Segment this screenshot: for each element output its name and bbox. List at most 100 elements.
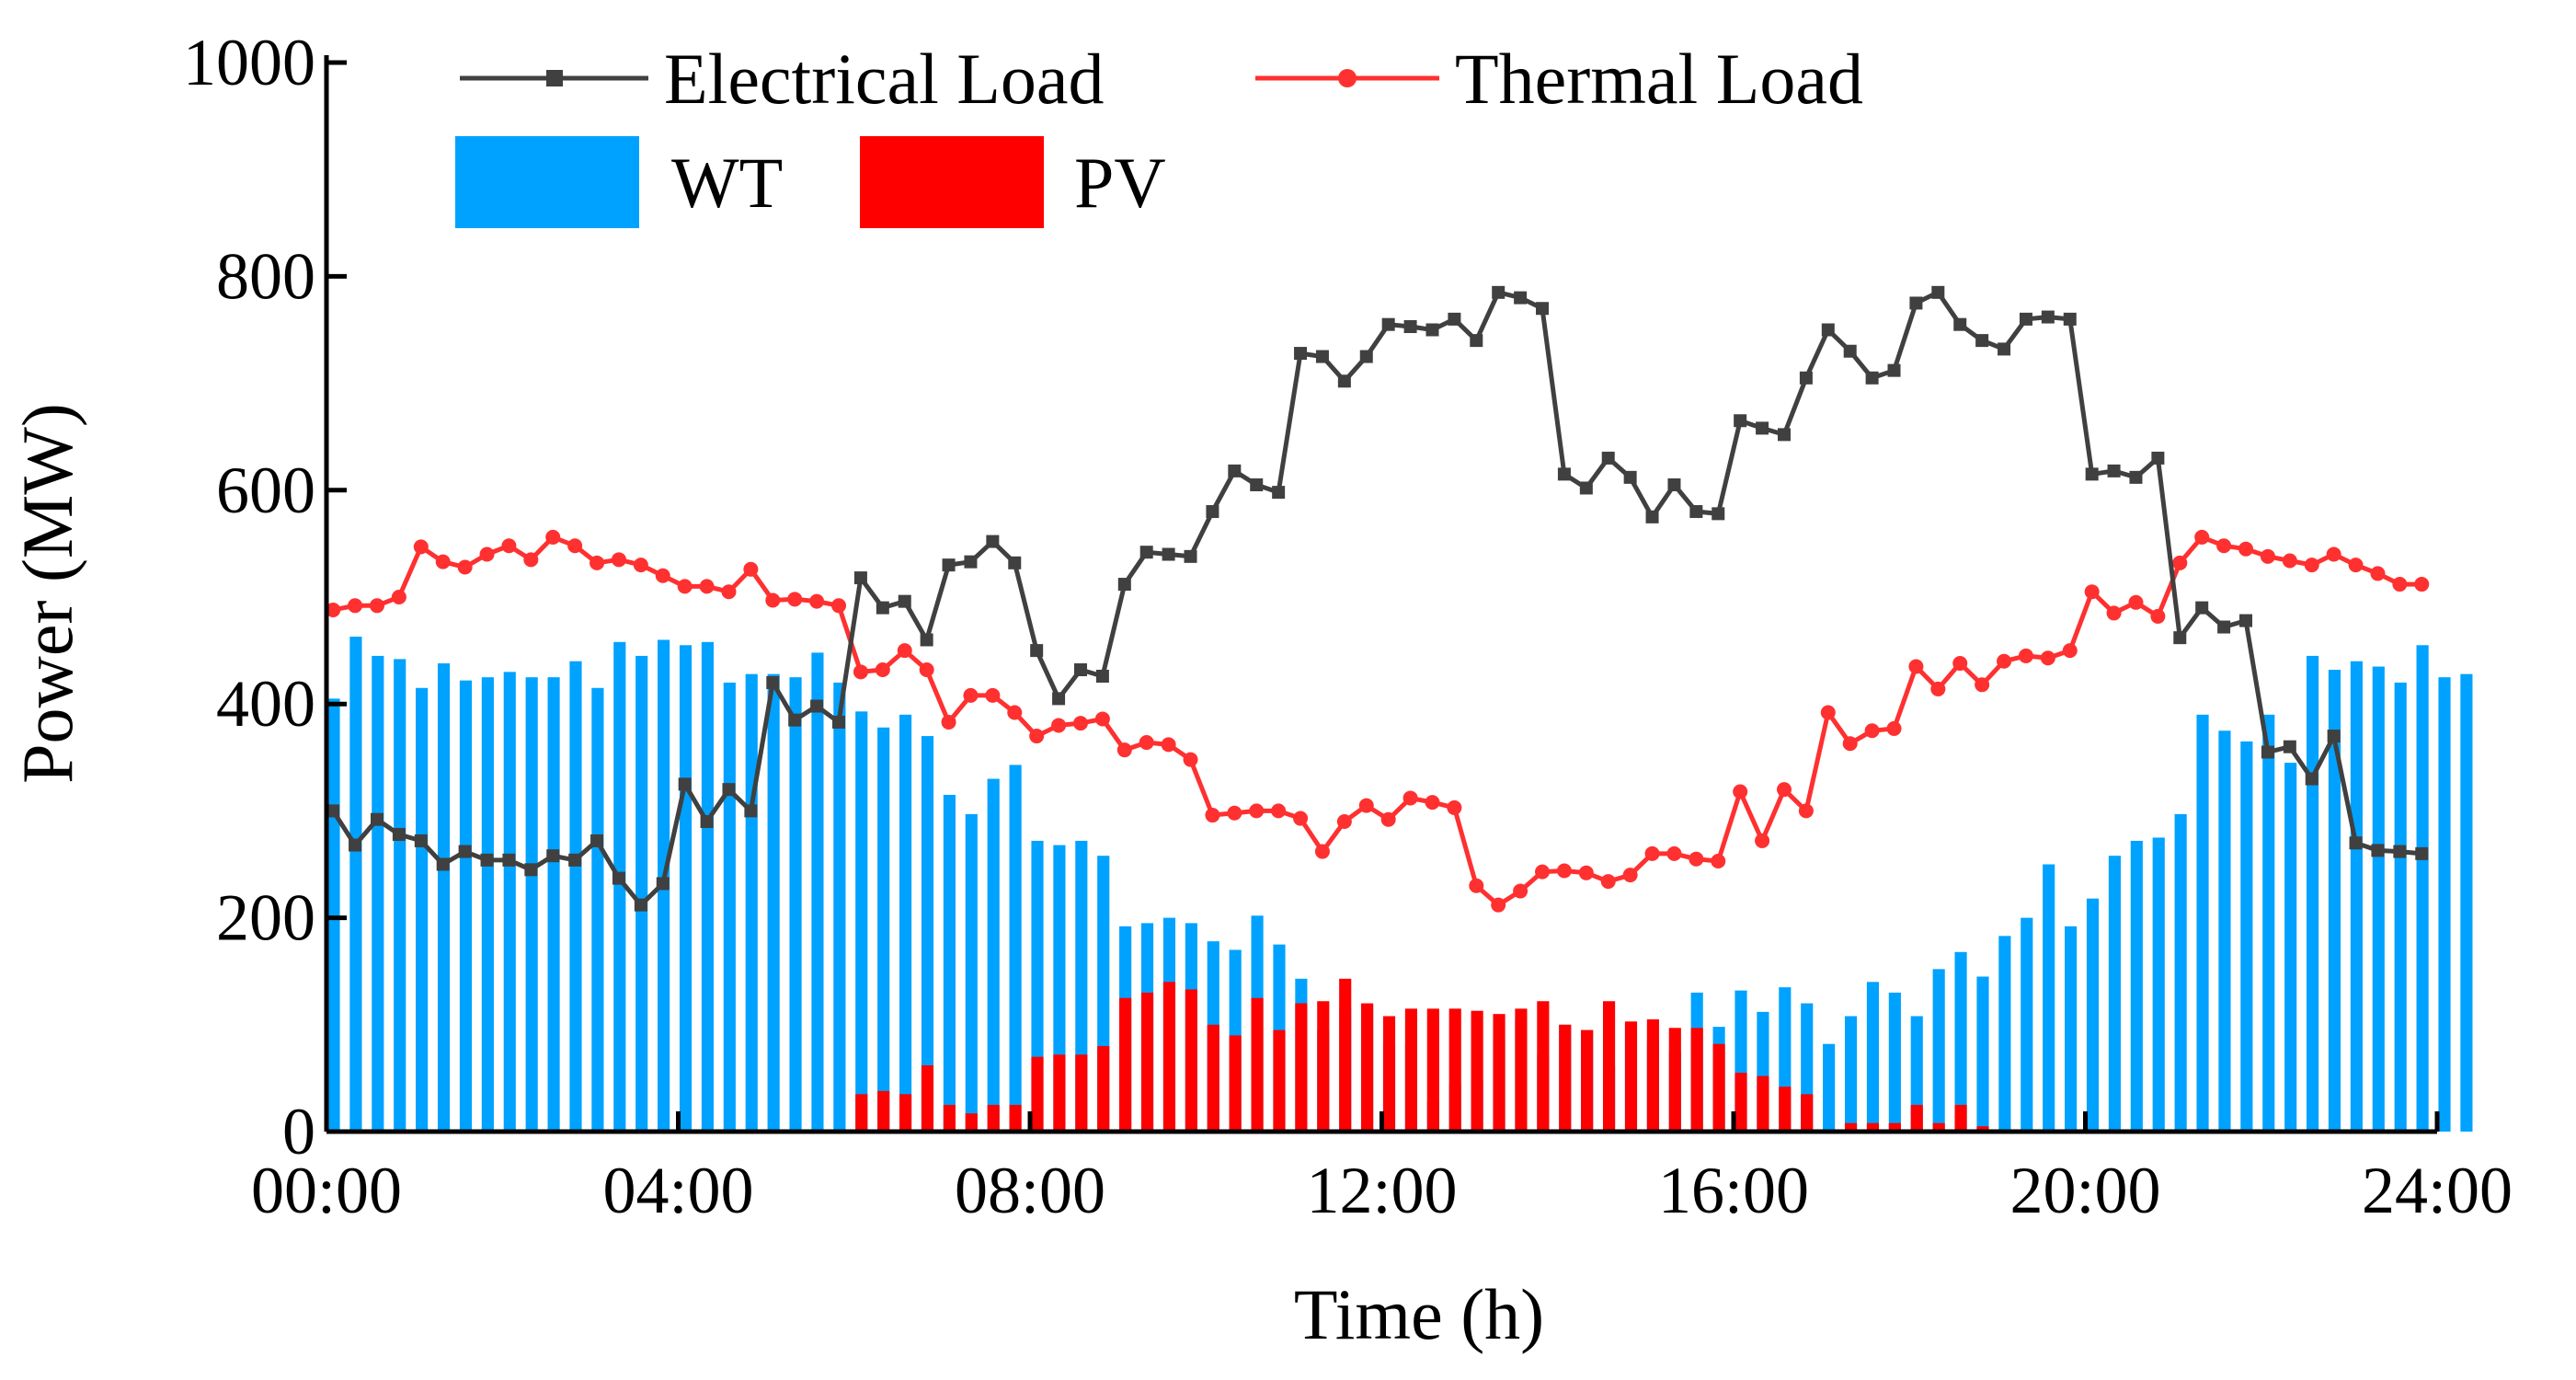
pv-bar <box>1624 1021 1638 1132</box>
wt-bar <box>2196 714 2209 1132</box>
legend-item-electrical-load: Electrical Load <box>460 39 1105 119</box>
electrical-load-point <box>920 633 933 647</box>
thermal-load-point <box>1402 790 1418 806</box>
pv-bar <box>1866 1122 1880 1132</box>
thermal-load-point <box>919 662 934 678</box>
thermal-load-point <box>590 555 605 570</box>
thermal-load-point <box>1007 705 1023 720</box>
thermal-load-point <box>1161 737 1176 753</box>
pv-bar <box>1779 1087 1792 1132</box>
electrical-load-point <box>502 853 516 867</box>
electrical-load-point <box>2063 312 2077 326</box>
legend-label-pv: PV <box>1074 143 1166 223</box>
pv-bar <box>1382 1016 1396 1132</box>
wt-bar <box>569 661 582 1132</box>
electrical-load-point <box>1008 556 1022 569</box>
electrical-load-point <box>480 853 494 867</box>
pv-bar <box>1185 989 1197 1132</box>
thermal-load-point <box>677 579 693 594</box>
thermal-load-point <box>1908 659 1924 674</box>
electrical-load-point <box>1689 505 1703 519</box>
electrical-load-point <box>1448 312 1461 326</box>
pv-bar <box>1602 1001 1616 1132</box>
y-tick-label: 0 <box>282 1095 315 1168</box>
wt-bar <box>987 778 1000 1132</box>
thermal-load-point <box>1733 784 1748 799</box>
thermal-load-point <box>413 539 429 555</box>
thermal-load-point <box>963 687 979 703</box>
electrical-load-point <box>1579 481 1593 495</box>
electrical-load-point <box>1184 549 1197 563</box>
wt-bar <box>2460 673 2473 1132</box>
thermal-load-point <box>1864 723 1880 739</box>
y-tick-label: 200 <box>216 881 315 955</box>
pv-bar <box>1361 1003 1374 1132</box>
pv-bar <box>1317 1001 1330 1132</box>
wt-bar <box>1932 969 1945 1132</box>
thermal-load-point <box>721 584 737 600</box>
electrical-load-point <box>1623 470 1637 484</box>
electrical-load-point <box>1821 323 1835 337</box>
wt-bar <box>2394 682 2407 1132</box>
thermal-load-point <box>479 546 495 562</box>
pv-bar <box>1932 1122 1945 1132</box>
x-tick-label: 24:00 <box>2362 1154 2513 1227</box>
electrical-load-point <box>700 815 714 829</box>
thermal-load-point <box>2194 529 2210 545</box>
thermal-load-point <box>2414 577 2430 592</box>
electrical-load-point <box>1734 414 1747 428</box>
pv-bar <box>921 1064 934 1132</box>
thermal-load-point <box>2348 558 2364 573</box>
thermal-load-point <box>1469 878 1484 893</box>
electrical-load-point <box>2107 464 2121 477</box>
thermal-load-point <box>348 598 363 614</box>
wt-bar <box>789 677 802 1132</box>
wt-bar <box>811 652 824 1132</box>
legend-item-wt: WT <box>455 136 783 228</box>
thermal-load-point <box>457 559 473 575</box>
electrical-load-point <box>1514 291 1528 305</box>
wt-bar <box>745 673 758 1132</box>
electrical-load-point <box>349 838 362 852</box>
thermal-load-point <box>501 538 517 554</box>
pv-bar <box>1404 1008 1417 1132</box>
electrical-load-point <box>1887 363 1901 377</box>
electrical-load-point <box>744 804 758 818</box>
pv-bar <box>1954 1104 1967 1132</box>
x-axis-label: Time (h) <box>1294 1274 1544 1354</box>
thermal-load-point <box>1578 865 1594 880</box>
thermal-load-point <box>2282 553 2297 569</box>
wt-bar <box>2328 670 2341 1132</box>
legend-swatch-wt <box>455 136 639 228</box>
thermal-load-point <box>633 558 648 573</box>
electrical-load-point <box>436 857 450 871</box>
legend: Electrical Load Thermal Load WT PV <box>455 39 1863 228</box>
pv-bar <box>1844 1122 1858 1132</box>
thermal-load-point <box>1820 705 1836 720</box>
wt-bar <box>2065 926 2078 1132</box>
wt-bar <box>2086 898 2100 1132</box>
thermal-load-point <box>1842 736 1858 752</box>
y-ticks: 0 200 400 600 800 1000 <box>183 26 347 1168</box>
wt-bar <box>2284 763 2297 1132</box>
pv-bar <box>1053 1054 1066 1132</box>
y-tick-label: 400 <box>216 667 315 741</box>
electrical-load-point <box>634 898 647 912</box>
wt-bar <box>767 673 780 1132</box>
x-tick-label: 00:00 <box>251 1154 402 1227</box>
pv-bar <box>1712 1043 1725 1132</box>
pv-bar <box>1690 1028 1703 1132</box>
thermal-load-point <box>1997 653 2012 669</box>
thermal-load-point <box>2238 541 2254 557</box>
thermal-load-point <box>2040 650 2055 666</box>
electrical-load-point <box>788 713 802 727</box>
electrical-load-point <box>2283 740 2296 753</box>
wt-bar <box>349 636 362 1132</box>
wt-bar <box>1888 992 1901 1132</box>
thermal-load-point <box>875 662 890 678</box>
electrical-load-point <box>1073 663 1087 677</box>
thermal-load-point <box>2370 566 2386 581</box>
electrical-load-point <box>1601 451 1615 465</box>
legend-label-thermal-load: Thermal Load <box>1455 39 1863 119</box>
wt-bar <box>965 813 978 1132</box>
